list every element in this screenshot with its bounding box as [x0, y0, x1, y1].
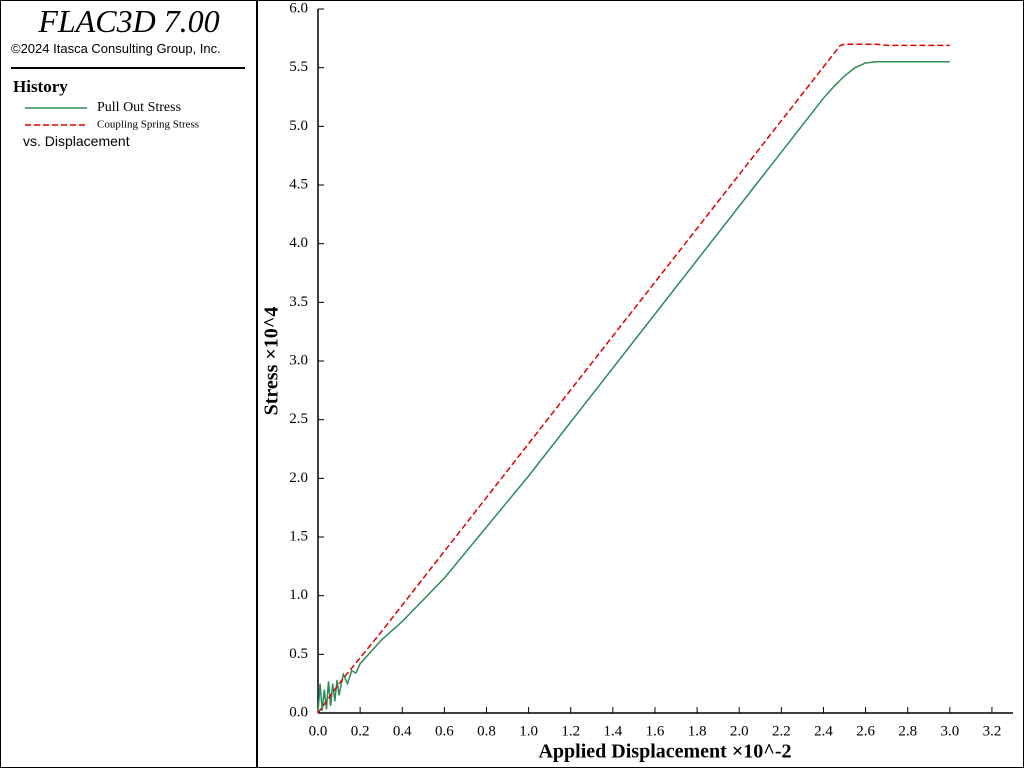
series-line	[317, 61, 950, 714]
y-tick-label: 2.0	[289, 470, 308, 486]
x-tick-label: 2.4	[814, 723, 833, 739]
x-tick-label: 1.0	[519, 723, 538, 739]
y-tick-label: 5.0	[289, 118, 308, 134]
x-tick-label: 1.6	[646, 723, 665, 739]
y-tick-label: 4.0	[289, 235, 308, 251]
legend: Pull Out Stress Coupling Spring Stress	[25, 100, 199, 131]
y-tick-label: 6.0	[289, 1, 308, 16]
y-tick-label: 3.5	[289, 294, 308, 310]
x-tick-label: 3.0	[940, 723, 959, 739]
y-tick-label: 3.0	[289, 352, 308, 368]
x-tick-label: 2.2	[772, 723, 791, 739]
x-tick-label: 1.4	[603, 723, 622, 739]
series-line	[317, 43, 950, 714]
y-tick-label: 4.5	[289, 176, 308, 192]
x-tick-label: 2.0	[730, 723, 749, 739]
side-panel: FLAC3D 7.00 ©2024 Itasca Consulting Grou…	[1, 1, 258, 767]
y-tick-label: 1.0	[289, 587, 308, 603]
x-tick-label: 0.2	[351, 723, 370, 739]
y-tick-label: 0.0	[289, 704, 308, 720]
x-tick-label: 2.6	[856, 723, 875, 739]
x-axis-title: Applied Displacement ×10^-2	[538, 741, 791, 763]
chart: Stress ×10^4 Applied Displacement ×10^-2…	[261, 1, 1013, 763]
x-tick-label: 0.6	[435, 723, 454, 739]
separator	[11, 67, 245, 69]
y-tick-label: 1.5	[289, 528, 308, 544]
y-tick-label: 0.5	[289, 646, 308, 662]
legend-label: Pull Out Stress	[97, 100, 181, 115]
x-tick-label: 1.2	[561, 723, 580, 739]
x-tick-label: 0.4	[393, 723, 412, 739]
y-tick-label: 5.5	[289, 59, 308, 75]
legend-label: Coupling Spring Stress	[97, 119, 199, 131]
section-title: History	[13, 77, 68, 96]
x-tick-label: 2.8	[898, 723, 917, 739]
y-tick-label: 2.5	[289, 411, 308, 427]
x-tick-label: 3.2	[983, 723, 1002, 739]
y-axis-title: Stress ×10^4	[261, 307, 283, 416]
x-tick-label: 1.8	[688, 723, 707, 739]
x-tick-label: 0.0	[309, 723, 328, 739]
legend-footer: vs. Displacement	[23, 133, 130, 149]
copyright: ©2024 Itasca Consulting Group, Inc.	[11, 41, 221, 56]
x-tick-label: 0.8	[477, 723, 496, 739]
app-title: FLAC3D 7.00	[38, 3, 220, 39]
